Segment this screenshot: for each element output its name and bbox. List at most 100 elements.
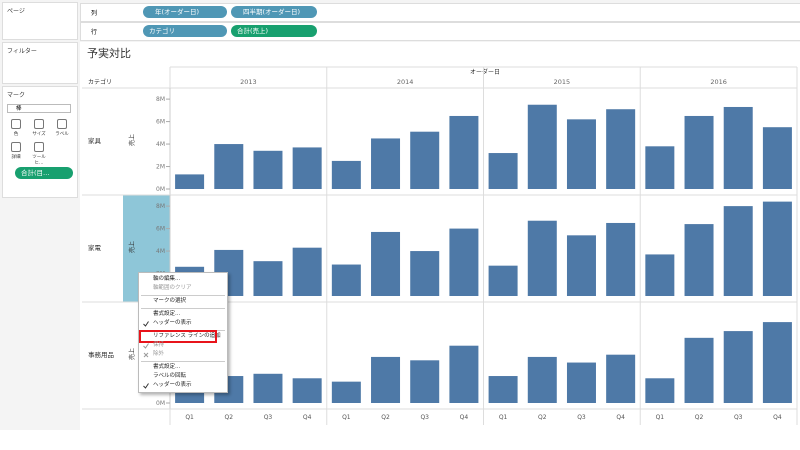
category-label: 事務用品 <box>88 350 114 359</box>
menu-separator <box>141 294 225 296</box>
mark-pill[interactable]: 合計(目… <box>15 167 73 179</box>
bar <box>606 109 636 189</box>
quarter-label: Q2 <box>538 414 547 421</box>
bar <box>762 322 792 403</box>
menu-item[interactable]: 書式設定... <box>153 311 181 317</box>
shelf-label: 列 <box>91 10 98 17</box>
color-button[interactable]: 色 <box>6 119 26 137</box>
bar <box>723 206 753 296</box>
columns-shelf: 列 年(オーダー日) 四半期(オーダー日) <box>80 3 800 22</box>
menu-item[interactable]: ヘッダーの表示 <box>139 319 227 328</box>
year-label: 2016 <box>710 78 727 86</box>
y-tick-label: 0M <box>156 186 165 193</box>
quarter-label: Q2 <box>695 414 704 421</box>
bar <box>723 331 753 403</box>
bar <box>253 261 283 296</box>
quarter-label: Q1 <box>499 414 508 421</box>
bar <box>410 251 440 296</box>
check-icon <box>143 320 149 327</box>
bar <box>449 345 479 403</box>
pill-text: カテゴリ <box>149 27 175 35</box>
size-button[interactable]: サイズ <box>29 119 49 137</box>
bar <box>292 247 322 296</box>
quarter-label: Q3 <box>264 414 273 421</box>
category-label: 家電 <box>88 243 102 252</box>
bar <box>331 381 361 403</box>
year-label: 2015 <box>554 78 571 86</box>
row-pill[interactable]: カテゴリ <box>143 25 227 37</box>
row-header: カテゴリ <box>88 78 112 86</box>
menu-separator <box>141 360 225 362</box>
bar <box>606 222 636 296</box>
bar <box>410 131 440 189</box>
menu-item[interactable]: リファレンス ラインの追加 <box>139 330 221 343</box>
category-label: 家具 <box>88 136 102 145</box>
pages-label: ページ <box>7 8 25 15</box>
bar <box>645 378 675 403</box>
y-tick-label: 4M <box>156 141 165 148</box>
y-tick-label: 0M <box>156 400 165 407</box>
bar <box>449 115 479 189</box>
bar <box>371 138 401 189</box>
menu-item[interactable]: 軸の編集... <box>153 276 181 282</box>
menu-item: 除外 <box>139 350 227 359</box>
quarter-label: Q4 <box>773 414 782 421</box>
bar <box>527 356 557 403</box>
y-axis-title: 売上 <box>128 241 136 253</box>
y-tick-label: 8M <box>156 96 165 103</box>
mark-type-dropdown[interactable]: 棒 <box>7 104 71 113</box>
menu-item[interactable]: ヘッダーの表示 <box>139 381 227 390</box>
marks-label: マーク <box>7 92 26 99</box>
pill-text: 四半期(オーダー日) <box>243 8 301 16</box>
row-pill[interactable]: 合計(売上) <box>231 25 317 37</box>
bar <box>253 150 283 189</box>
context-menu: 軸の編集... 軸範囲のクリア マークの選択 書式設定... ヘッダーの表示 リファレンス… <box>138 272 228 393</box>
button-label: 色 <box>13 132 19 137</box>
menu-item[interactable]: 書式設定... <box>153 364 181 370</box>
quarter-label: Q1 <box>342 414 351 421</box>
bar <box>371 231 401 296</box>
y-tick-label: 4M <box>156 248 165 255</box>
detail-button[interactable]: 詳細 <box>6 142 26 160</box>
chart: 予実対比 オーダー日 カテゴリ 2013 Q1 Q2 Q3 Q4 2014 Q1 Q2 Q3 Q4… <box>80 42 800 430</box>
bar <box>566 119 596 189</box>
bar <box>488 376 518 403</box>
check-icon <box>143 382 149 389</box>
tooltip-button[interactable]: ツールヒ… <box>29 142 49 166</box>
label-button[interactable]: ラベル <box>52 119 72 137</box>
bar <box>566 362 596 403</box>
button-label: サイズ <box>32 132 46 137</box>
bar <box>292 147 322 189</box>
column-header: オーダー日 <box>470 68 500 76</box>
button-label: ラベル <box>55 132 69 137</box>
y-tick-label: 8M <box>156 203 165 210</box>
column-pill[interactable]: 年(オーダー日) <box>143 6 227 18</box>
shelf-label: 行 <box>91 29 98 36</box>
button-label: 詳細 <box>11 155 21 160</box>
bar <box>253 373 283 403</box>
y-tick-label: 6M <box>156 226 165 233</box>
menu-separator <box>141 307 225 309</box>
pill-text: 合計(売上) <box>237 27 269 35</box>
button-label: ツールヒ… <box>32 155 46 166</box>
pill-text: 合計(目… <box>21 169 50 177</box>
bar <box>684 337 714 403</box>
bar <box>684 224 714 296</box>
quarter-label: Q4 <box>460 414 469 421</box>
year-label: 2014 <box>397 78 414 86</box>
x-icon <box>143 352 149 357</box>
bar <box>331 264 361 296</box>
chart-title: 予実対比 <box>87 46 131 60</box>
bar <box>645 254 675 296</box>
bar <box>488 153 518 189</box>
y-axis-title: 売上 <box>128 134 136 146</box>
quarter-label: Q3 <box>734 414 743 421</box>
bar <box>527 104 557 189</box>
menu-item[interactable]: マークの選択 <box>153 298 187 304</box>
bar <box>449 228 479 296</box>
menu-item[interactable]: ラベルの回転 <box>153 373 187 379</box>
quarter-label: Q3 <box>577 414 586 421</box>
bar <box>645 146 675 189</box>
column-pill[interactable]: 四半期(オーダー日) <box>231 6 317 18</box>
